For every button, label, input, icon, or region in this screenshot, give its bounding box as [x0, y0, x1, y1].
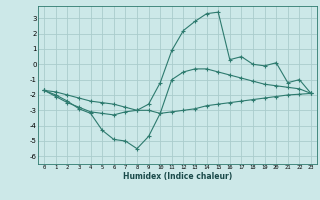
X-axis label: Humidex (Indice chaleur): Humidex (Indice chaleur)	[123, 172, 232, 181]
